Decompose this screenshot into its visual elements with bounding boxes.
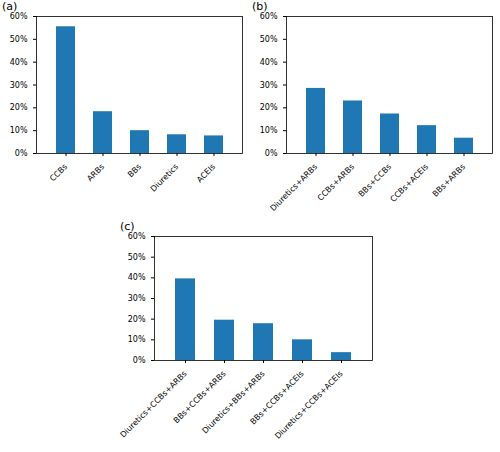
svg-text:30%: 30% — [128, 294, 146, 303]
svg-text:CCBs+ARBs: CCBs+ARBs — [316, 162, 356, 202]
svg-text:30%: 30% — [10, 81, 28, 90]
svg-text:50%: 50% — [128, 253, 146, 262]
svg-text:50%: 50% — [260, 35, 278, 44]
svg-text:40%: 40% — [10, 58, 28, 67]
svg-text:60%: 60% — [260, 12, 278, 21]
svg-text:0%: 0% — [133, 356, 146, 365]
svg-text:10%: 10% — [10, 126, 28, 135]
html-text:(b): (b) — [252, 0, 268, 13]
svg-text:10%: 10% — [128, 335, 146, 344]
svg-text:BBs+CCBs+ARBs: BBs+CCBs+ARBs — [171, 369, 228, 426]
svg-text:50%: 50% — [10, 35, 28, 44]
svg-text:10%: 10% — [260, 126, 278, 135]
svg-text:20%: 20% — [128, 315, 146, 324]
html-text:(c): (c) — [120, 220, 135, 233]
svg-text:ARBs: ARBs — [85, 162, 106, 183]
svg-text:ACEIs: ACEIs — [195, 162, 217, 184]
svg-text:BBs+ARBs: BBs+ARBs — [431, 162, 467, 198]
svg-text:BBs: BBs — [126, 162, 143, 179]
svg-text:40%: 40% — [260, 58, 278, 67]
svg-text:Diuretics+ARBs: Diuretics+ARBs — [268, 162, 319, 213]
svg-text:0%: 0% — [15, 149, 28, 158]
svg-text:0%: 0% — [265, 149, 278, 158]
svg-text:BBs+CCBs+ACEIs: BBs+CCBs+ACEIs — [248, 369, 306, 427]
svg-text:BBs+CCBs: BBs+CCBs — [357, 162, 394, 199]
svg-text:CCBs: CCBs — [48, 162, 69, 183]
svg-text:Diuretics+CCBs+ARBs: Diuretics+CCBs+ARBs — [118, 369, 188, 439]
svg-text:60%: 60% — [10, 12, 28, 21]
svg-text:20%: 20% — [260, 103, 278, 112]
svg-text:30%: 30% — [260, 81, 278, 90]
svg-text:40%: 40% — [128, 273, 146, 282]
svg-text:CCBs+ACEIs: CCBs+ACEIs — [388, 162, 430, 204]
html-text:(a): (a) — [2, 0, 18, 13]
svg-text:20%: 20% — [10, 103, 28, 112]
svg-text:Diuretics+CCBs+ACEIs: Diuretics+CCBs+ACEIs — [273, 369, 345, 441]
svg-text:Diuretics+BBs+ARBs: Diuretics+BBs+ARBs — [200, 369, 266, 435]
svg-text:60%: 60% — [128, 232, 146, 241]
svg-text:Diuretics: Diuretics — [149, 162, 180, 193]
